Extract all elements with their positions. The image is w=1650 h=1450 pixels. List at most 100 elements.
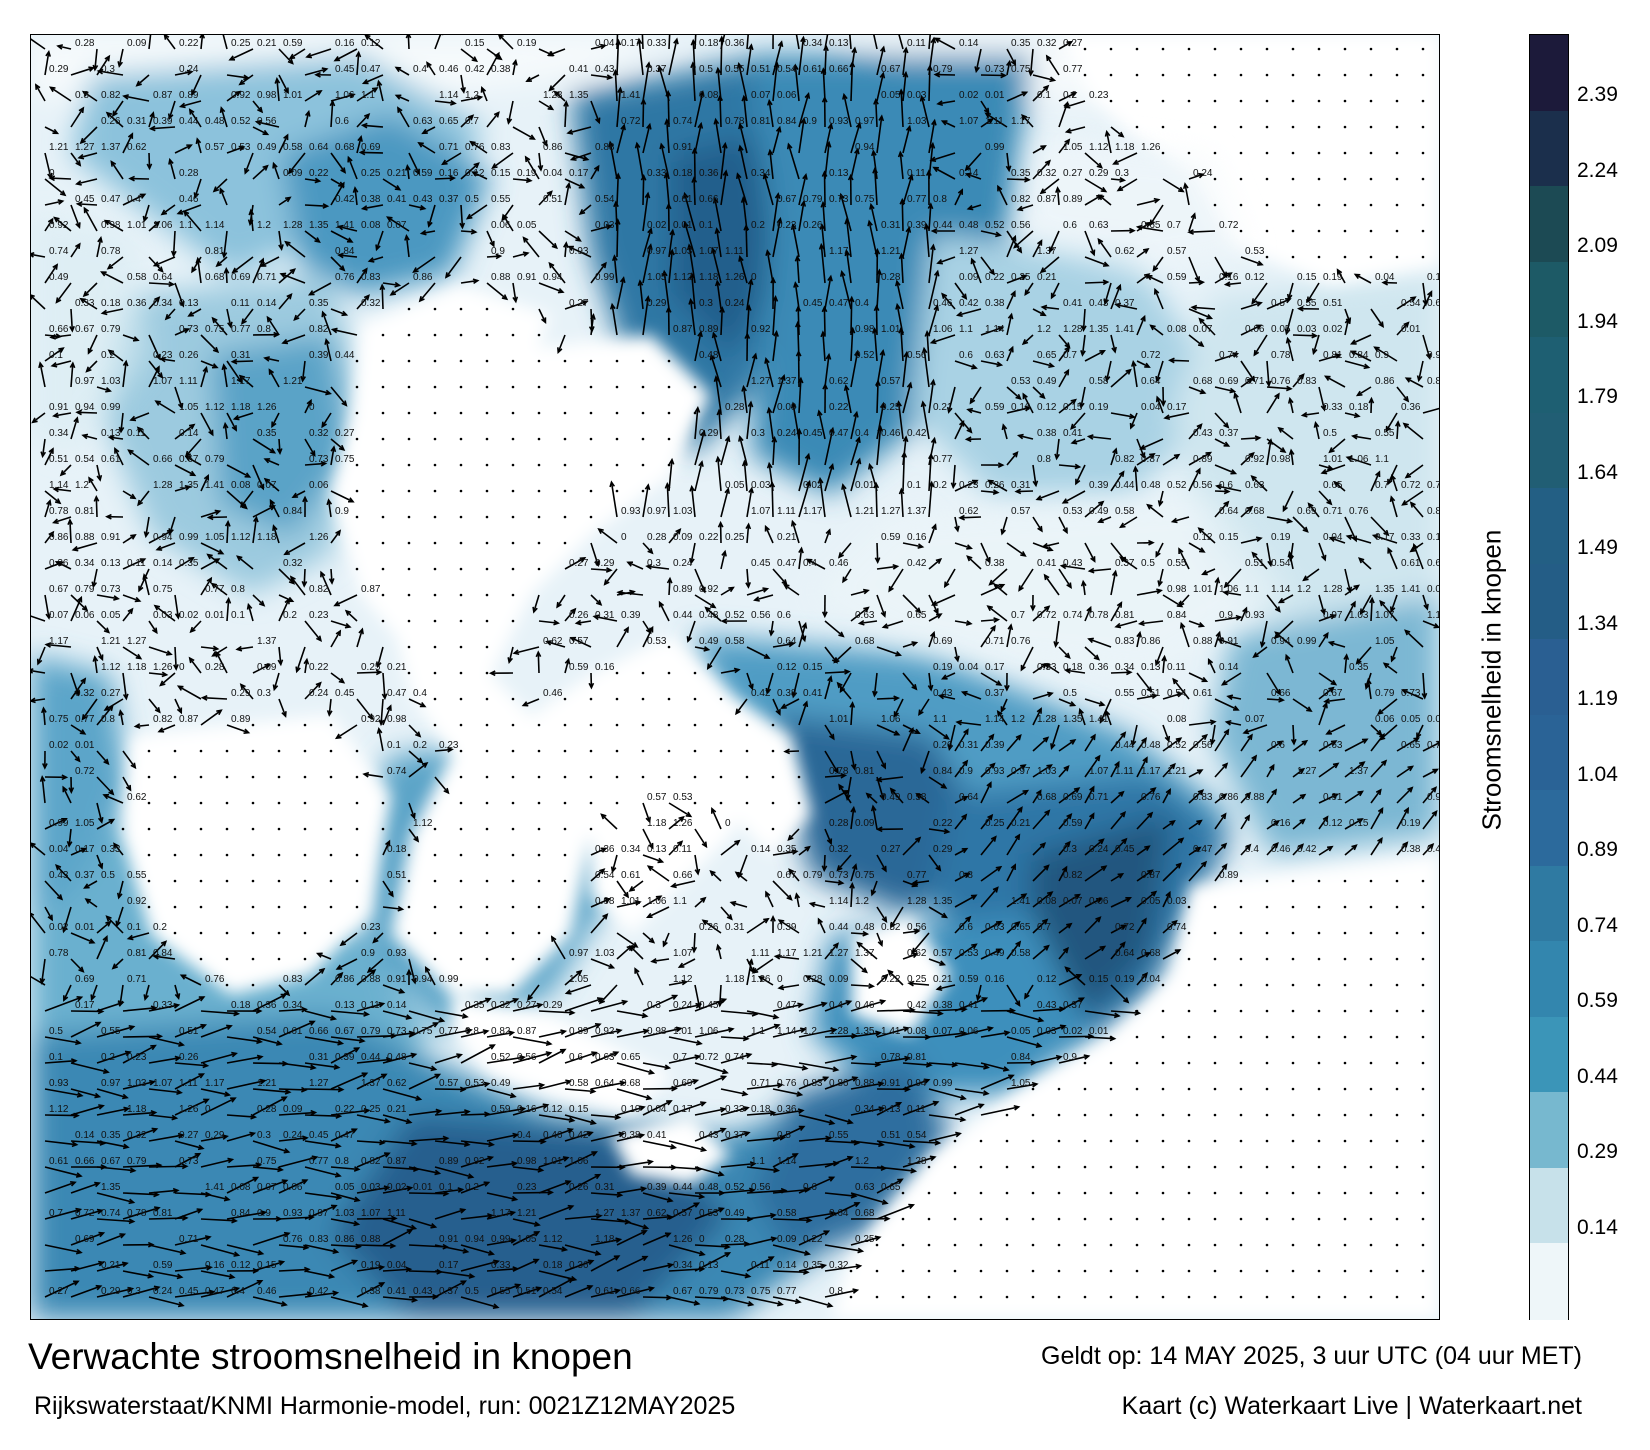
current-arrow xyxy=(111,100,124,118)
current-speed-label: 0.26 xyxy=(985,480,1005,491)
current-arrow xyxy=(361,74,384,85)
current-speed-label: 0.29 xyxy=(49,64,69,75)
land-grid-dot xyxy=(459,437,463,441)
land-grid-dot xyxy=(1265,99,1269,103)
current-speed-label: 0 xyxy=(751,272,757,283)
current-speed-label: 0.5 xyxy=(1063,688,1077,699)
land-grid-dot xyxy=(433,957,437,961)
current-speed-label: 1.2 xyxy=(803,1026,817,1037)
current-speed-label: 1.11 xyxy=(1115,766,1134,777)
land-grid-dot xyxy=(1369,1035,1373,1039)
current-arrow xyxy=(1006,450,1019,466)
land-grid-dot xyxy=(1369,1217,1373,1221)
current-speed-label: 1.35 xyxy=(933,896,953,907)
current-arrow xyxy=(444,256,462,279)
current-arrow xyxy=(1214,386,1237,394)
current-arrow xyxy=(1253,334,1268,357)
current-speed-label: 0.29 xyxy=(231,688,251,699)
current-arrow xyxy=(1328,438,1346,454)
current-speed-label: 0.28 xyxy=(647,532,667,543)
land-grid-dot xyxy=(641,671,645,675)
land-grid-dot xyxy=(1135,1217,1139,1221)
current-speed-label: 1.35 xyxy=(101,1182,121,1193)
current-arrow xyxy=(222,35,228,50)
current-speed-label: 0.13 xyxy=(179,298,199,309)
current-speed-label: 0.68 xyxy=(1245,506,1265,517)
current-arrow xyxy=(898,88,905,128)
current-speed-label: 0 xyxy=(309,402,315,413)
current-arrow xyxy=(772,61,780,102)
current-speed-label: 0.46 xyxy=(257,1286,277,1297)
current-speed-label: 0.24 xyxy=(673,558,693,569)
current-speed-label: 0.53 xyxy=(1245,246,1265,257)
current-arrow xyxy=(1311,334,1320,356)
current-speed-label: 0.69 xyxy=(75,1234,95,1245)
current-speed-label: 0.91 xyxy=(1219,636,1239,647)
land-grid-dot xyxy=(511,931,515,935)
current-speed-label: 0.17 xyxy=(1427,272,1439,283)
current-arrow xyxy=(1006,290,1016,310)
current-speed-label: 0.41 xyxy=(1037,558,1057,569)
land-grid-dot xyxy=(1109,47,1113,51)
land-grid-dot xyxy=(147,879,151,883)
current-arrow xyxy=(798,92,811,128)
current-arrow xyxy=(772,373,786,414)
current-arrow xyxy=(107,349,124,362)
current-speed-label: 0.49 xyxy=(985,948,1005,959)
current-arrow xyxy=(512,177,533,184)
current-arrow xyxy=(1058,40,1074,50)
current-speed-label: 1.14 xyxy=(1271,584,1291,595)
current-speed-label: 0.9 xyxy=(257,1208,271,1219)
land-grid-dot xyxy=(667,749,671,753)
current-speed-label: 0.42 xyxy=(907,428,927,439)
current-speed-label: 0.84 xyxy=(283,506,303,517)
current-arrow xyxy=(538,308,547,325)
current-speed-label: 0.67 xyxy=(881,64,901,75)
current-speed-label: 0.35 xyxy=(1011,38,1031,49)
land-grid-dot xyxy=(1005,1113,1009,1117)
current-arrow xyxy=(1022,392,1034,414)
land-grid-dot xyxy=(1395,931,1399,935)
land-grid-dot xyxy=(1161,125,1165,129)
current-arrow xyxy=(567,245,592,258)
current-arrow xyxy=(873,304,880,336)
current-speed-label: 0.72 xyxy=(1401,480,1421,491)
current-arrow xyxy=(486,111,500,128)
land-grid-dot xyxy=(1213,99,1217,103)
current-arrow xyxy=(117,48,124,68)
current-arrow xyxy=(1016,433,1034,440)
land-grid-dot xyxy=(1083,1269,1087,1273)
current-arrow xyxy=(512,282,519,304)
current-speed-label: 0.53 xyxy=(465,1078,485,1089)
current-speed-label: 0.89 xyxy=(179,90,199,101)
current-arrow xyxy=(122,132,134,154)
current-arrow xyxy=(1320,464,1346,475)
colorbar-tick-label: 0.44 xyxy=(1577,1064,1618,1088)
current-speed-label: 1.01 xyxy=(1193,584,1213,595)
current-speed-label: 0.75 xyxy=(413,1026,433,1037)
current-arrow xyxy=(1390,473,1398,492)
current-arrow xyxy=(663,171,670,206)
current-arrow xyxy=(743,223,750,258)
current-speed-label: 1.37 xyxy=(855,948,875,959)
current-arrow xyxy=(766,406,774,440)
land-grid-dot xyxy=(1187,99,1191,103)
current-speed-label: 0.21 xyxy=(387,168,407,179)
current-arrow xyxy=(876,425,884,466)
land-grid-dot xyxy=(693,775,697,779)
land-grid-dot xyxy=(563,723,567,727)
current-arrow xyxy=(314,71,332,78)
current-arrow xyxy=(1048,230,1060,254)
current-speed-label: 0.05 xyxy=(517,220,537,231)
current-arrow xyxy=(762,172,774,206)
current-speed-label: 0.87 xyxy=(1141,454,1161,465)
land-grid-dot xyxy=(979,1243,983,1247)
current-speed-label: 1.1 xyxy=(1375,454,1389,465)
current-speed-label: 0.55 xyxy=(491,1286,511,1297)
colorbar-segment xyxy=(1530,488,1568,565)
current-speed-label: 1.28 xyxy=(1037,714,1057,725)
current-arrow xyxy=(1153,287,1164,310)
land-grid-dot xyxy=(1213,1009,1217,1013)
land-grid-dot xyxy=(459,853,463,857)
current-speed-label: 0.06 xyxy=(1375,714,1395,725)
